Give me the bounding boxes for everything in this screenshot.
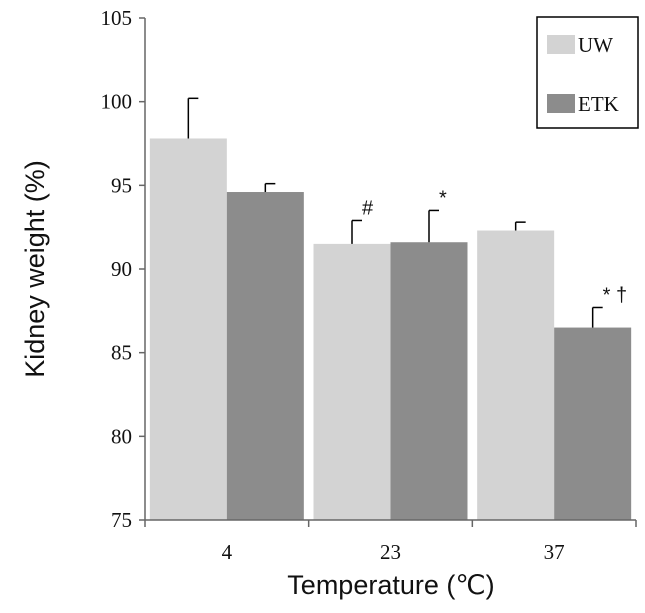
y-ticks: 75 80 85 90 95 100 105 xyxy=(101,6,145,532)
y-tick-label: 90 xyxy=(111,257,132,281)
bar-uw-23 xyxy=(313,243,391,520)
x-tick-label: 4 xyxy=(222,540,233,564)
x-axis-title: Temperature (℃) xyxy=(287,570,494,600)
y-tick-label: 100 xyxy=(101,90,133,114)
bars-layer xyxy=(149,138,632,521)
y-tick-label: 105 xyxy=(101,6,133,30)
y-tick-label: 95 xyxy=(111,173,132,197)
bar-uw-37 xyxy=(477,230,555,520)
legend-label-uw: UW xyxy=(578,33,613,57)
x-tick-label: 37 xyxy=(544,540,565,564)
bar-uw-4 xyxy=(149,138,227,521)
y-tick-label: 80 xyxy=(111,424,132,448)
y-tick-label: 85 xyxy=(111,341,132,365)
legend-swatch-etk xyxy=(547,94,575,113)
significance-marker: * † xyxy=(603,284,627,306)
legend-swatch-uw xyxy=(547,35,575,54)
y-axis-title: Kidney weight (%) xyxy=(20,160,50,378)
x-tick-label: 23 xyxy=(380,540,401,564)
legend-label-etk: ETK xyxy=(578,92,619,116)
bar-etk-4 xyxy=(226,192,304,520)
significance-marker: # xyxy=(362,197,374,219)
x-ticks: 4 23 37 xyxy=(144,520,637,564)
bar-etk-23 xyxy=(390,242,468,520)
annotations-layer: # * * † xyxy=(362,187,627,306)
bar-etk-37 xyxy=(554,327,632,520)
significance-marker: * xyxy=(439,187,447,209)
y-tick-label: 75 xyxy=(111,508,132,532)
error-bars-layer xyxy=(187,97,603,328)
legend: UW ETK xyxy=(536,16,639,129)
